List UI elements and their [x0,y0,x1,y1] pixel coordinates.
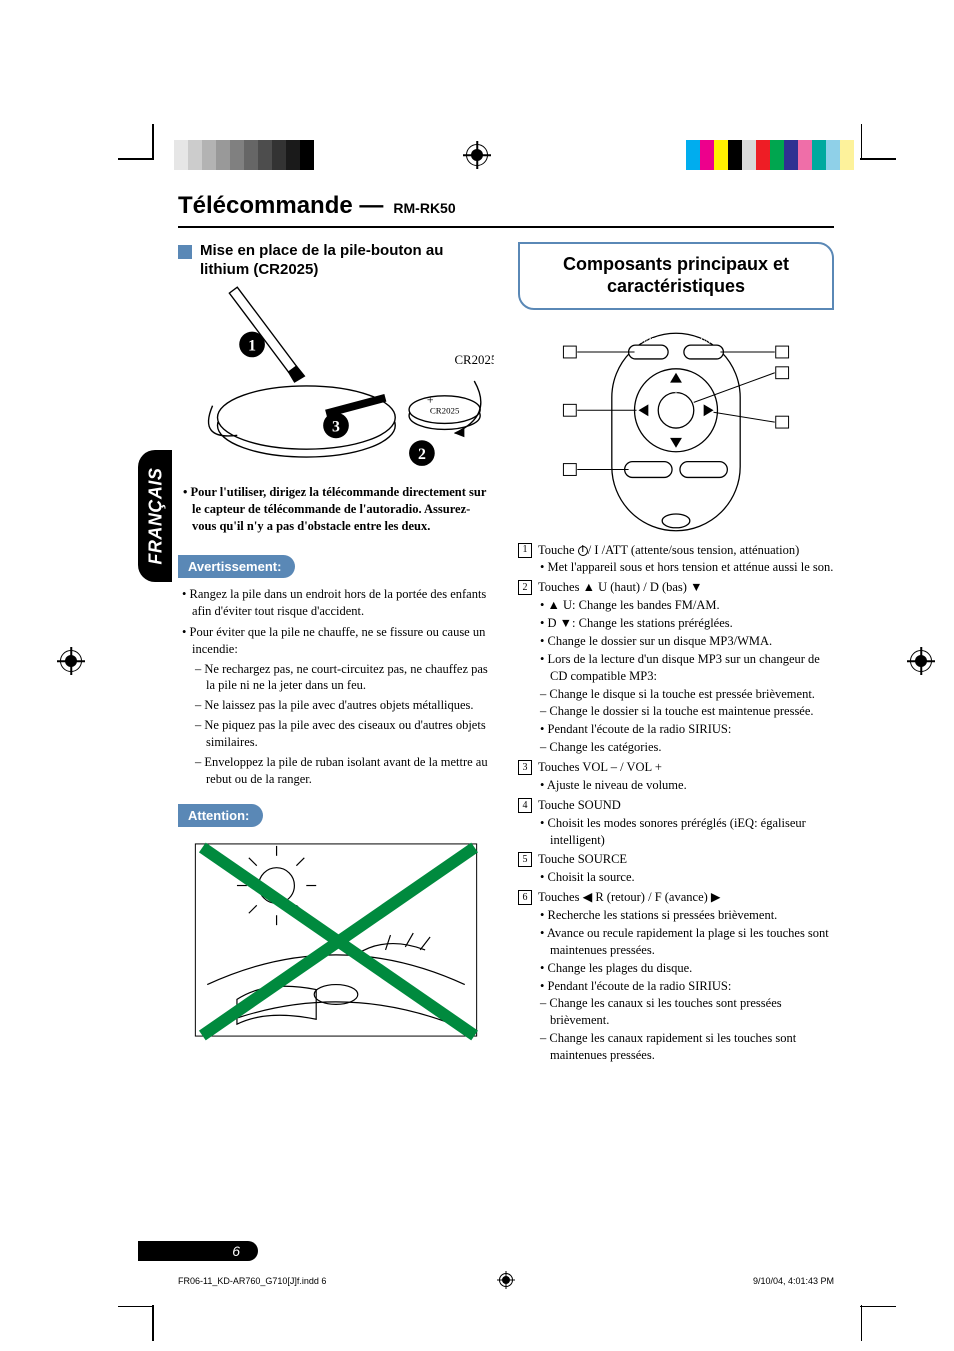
feature-item: 3 Touches VOL – / VOL +Ajuste le niveau d… [518,759,834,795]
svg-text:VOL –: VOL – [639,482,659,489]
heading-bullet-icon [178,245,192,259]
section-heading-text: Mise en place de la pile-bouton au lithi… [200,242,494,280]
feature-head: Touches ▲ U (haut) / D (bas) ▼ [538,579,834,596]
feature-item: 1 Touche / I /ATT (attente/sous tension, … [518,542,834,578]
feature-number: 2 [518,580,532,595]
feature-number: 1 [518,543,532,558]
right-column: Composants principaux et caractéristique… [518,242,834,1067]
feature-number: 6 [518,890,532,905]
feature-head: Touche SOUND [538,797,834,814]
svg-text:1: 1 [248,337,256,354]
warning-sublist: Ne rechargez pas, ne court-circuitez pas… [192,661,494,788]
feature-item: 4 Touche SOUNDChoisit les modes sonores p… [518,797,834,850]
page-number: 6 [232,1242,240,1261]
crop-mark [860,1306,896,1308]
attention-label: Attention: [178,804,263,828]
feature-head: Touche / I /ATT (attente/sous tension, a… [538,542,834,559]
battery-type-label: CR2025 [455,353,495,367]
footer-timestamp: 9/10/04, 4:01:43 PM [753,1275,834,1287]
feature-item: 5 Touche SOURCEChoisit la source. [518,851,834,887]
registration-grayscale [160,140,314,170]
crop-mark [861,1305,863,1341]
crop-mark [152,1305,154,1341]
svg-text:3: 3 [332,418,340,435]
warning-list: Rangez la pile dans un endroit hors de l… [178,586,494,788]
feature-box: Composants principaux et caractéristique… [518,242,834,309]
warning-subitem: Ne laissez pas la pile avec d'autres obj… [206,697,494,714]
feature-item: 6 Touches ◀ R (retour) / F (avance) ▶Rech… [518,889,834,1065]
feature-body: Touches VOL – / VOL +Ajuste le niveau de… [538,759,834,795]
svg-text:F: F [696,408,700,415]
svg-text:VOL +: VOL + [694,482,714,489]
feature-body: Touche / I /ATT (attente/sous tension, a… [538,542,834,578]
feature-head: Touches ◀ R (retour) / F (avance) ▶ [538,889,834,906]
crop-mark [860,158,896,160]
crop-mark [118,1306,154,1308]
feature-body: Touches ◀ R (retour) / F (avance) ▶Reche… [538,889,834,1065]
svg-text:SOUND: SOUND [692,338,716,345]
left-column: Mise en place de la pile-bouton au lithi… [178,242,494,1067]
warning-subitem: Ne piquez pas la pile avec des ciseaux o… [206,717,494,751]
section-heading: Mise en place de la pile-bouton au lithi… [178,242,494,280]
feature-number: 4 [518,798,532,813]
warning-label: Avertissement: [178,555,295,579]
feature-body: Touche SOURCEChoisit la source. [538,851,834,887]
svg-text:U: U [674,387,679,394]
registration-target-icon [499,1273,513,1287]
feature-number: 5 [518,852,532,867]
crop-mark [118,158,154,160]
feature-number: 3 [518,760,532,775]
warning-subitem: Enveloppez la pile de ruban isolant avan… [206,754,494,788]
svg-text:R: R [652,408,657,415]
registration-colors [686,140,854,170]
crop-mark [861,124,863,160]
attention-illustration [178,835,494,1045]
svg-text:RM-RK50: RM-RK50 [663,506,688,512]
feature-list: 1 Touche / I /ATT (attente/sous tension, … [518,542,834,1065]
feature-body: Touches ▲ U (haut) / D (bas) ▼▲ U: Chang… [538,579,834,757]
svg-text:SOURCE: SOURCE [662,408,689,415]
warning-subitem: Ne rechargez pas, ne court-circuitez pas… [206,661,494,695]
warning-item: Rangez la pile dans un endroit hors de l… [192,586,494,620]
registration-target-icon [910,650,932,672]
svg-text:⏻/I/ATT: ⏻/I/ATT [636,337,661,345]
warning-item: Pour éviter que la pile ne chauffe, ne s… [192,624,494,788]
print-footer: FR06-11_KD-AR760_G710[J]f.indd 6 9/10/04… [178,1275,834,1287]
language-tab: FRANÇAIS [138,450,172,582]
page-subtitle: RM-RK50 [393,199,455,218]
feature-item: 2 Touches ▲ U (haut) / D (bas) ▼▲ U: Chan… [518,579,834,757]
svg-text:D: D [674,429,679,436]
svg-text:JVC: JVC [665,492,686,504]
page-number-bar: 6 [138,1241,258,1261]
feature-body: Touche SOUNDChoisit les modes sonores pr… [538,797,834,850]
footer-file: FR06-11_KD-AR760_G710[J]f.indd 6 [178,1275,326,1287]
page-title: Télécommande — [178,190,383,222]
usage-note: Pour l'utiliser, dirigez la télécommande… [192,484,494,535]
registration-target-icon [466,144,488,166]
svg-text:CR2025: CR2025 [430,405,460,415]
feature-head: Touches VOL – / VOL + [538,759,834,776]
remote-illustration: ⏻/I/ATT SOUND SOURCE U D R F [518,322,834,542]
registration-target-icon [60,650,82,672]
svg-text:2: 2 [418,446,426,463]
battery-install-illustration: CR2025 + 1 2 3 CR2025 [178,286,494,476]
feature-box-title: Composants principaux et caractéristique… [534,254,818,297]
language-tab-label: FRANÇAIS [143,467,167,564]
svg-text:+: + [427,393,434,407]
crop-mark [152,124,154,160]
page-title-row: Télécommande — RM-RK50 [178,190,834,228]
feature-head: Touche SOURCE [538,851,834,868]
